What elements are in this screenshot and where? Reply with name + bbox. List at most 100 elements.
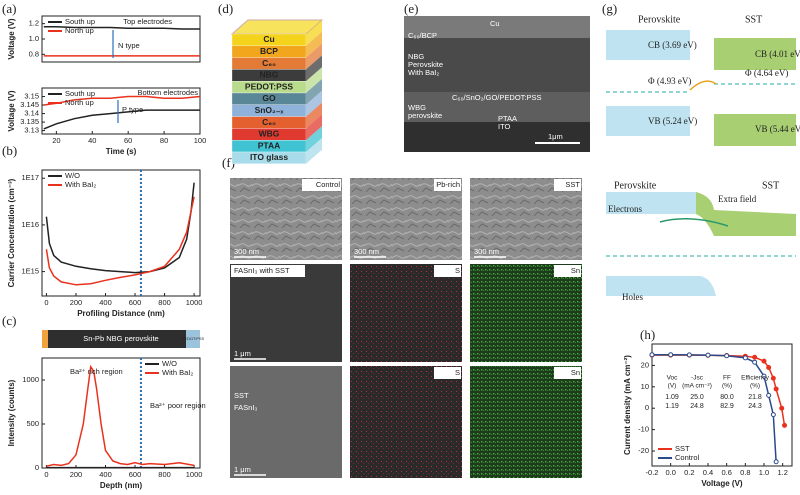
micrograph (350, 264, 462, 362)
y-tick-label: 1.0 (29, 34, 39, 43)
y-tick-label: -20 (638, 446, 649, 455)
sem-label: Cu (490, 19, 500, 28)
point (752, 359, 758, 365)
legend-label: North up (65, 26, 94, 35)
legend-label: SST (675, 444, 690, 453)
label-box (302, 179, 341, 191)
table-cell: 25.0 (690, 394, 704, 401)
image-label: Sn (571, 266, 580, 275)
stack-side (306, 138, 322, 164)
image-label: Control (316, 180, 341, 189)
y-tick-label: 3.135 (20, 117, 39, 126)
x-tick-label: 400 (99, 470, 112, 479)
y-tick-label: 3.145 (20, 100, 39, 109)
legend-label: With BaI₂ (65, 180, 96, 189)
micrograph (350, 366, 462, 478)
y-axis-label: Current density (mA cm⁻²) (623, 355, 632, 455)
y-tick-label: 0 (645, 403, 649, 412)
image-label: 1 μm (234, 465, 251, 474)
series-line (652, 354, 786, 426)
x-tick-label: 400 (99, 298, 112, 307)
series-line (43, 25, 200, 30)
label-box (434, 179, 461, 191)
table-header: Efficiency (741, 375, 769, 382)
point (782, 422, 788, 428)
table-cell: 21.8 (748, 394, 762, 401)
panel-label: (c) (2, 313, 16, 328)
y-tick-label: 3.15 (24, 92, 39, 101)
g-label: CB (4.01 eV) (755, 49, 800, 59)
band-block (714, 38, 796, 70)
y-tick-label: 0.8 (29, 49, 39, 58)
g-label: Perovskite (614, 180, 657, 191)
panel-label: (d) (218, 1, 233, 16)
x-tick-label: 80 (160, 136, 168, 145)
image-label: 1 μm (234, 349, 251, 358)
label-box (231, 265, 305, 277)
annotation: N type (118, 41, 140, 50)
image-label: 300 nm (354, 247, 379, 256)
y-tick-label: 1.2 (29, 19, 39, 28)
layer-label: Cu (263, 34, 274, 44)
point (773, 459, 779, 465)
series-line (43, 95, 201, 106)
x-axis-label: Profiling Distance (nm) (77, 309, 165, 318)
micrograph (470, 264, 582, 362)
layer-label: C₆₀ (262, 58, 276, 68)
x-axis-label: Time (s) (106, 147, 137, 156)
y-axis-label: Intensity (counts) (7, 379, 16, 446)
layer-label: NBG (260, 70, 279, 80)
table-header: (%) (722, 383, 732, 390)
y-tick-label: 1000 (22, 375, 39, 384)
g-label: Φ (4.64 eV) (745, 68, 788, 78)
band-block (606, 106, 690, 136)
panel-label: (e) (404, 1, 418, 16)
layer-label: WBG (259, 129, 280, 139)
table-header: (V) (668, 383, 677, 390)
layer-label: PTAA (258, 140, 281, 150)
stack-side (306, 43, 322, 70)
x-tick-label: 0 (44, 298, 48, 307)
series-line (43, 109, 200, 130)
legend-label: South up (65, 89, 95, 98)
point (761, 373, 767, 379)
y-tick-label: 20 (641, 360, 649, 369)
panel-label: (a) (2, 1, 16, 16)
x-tick-label: 0.4 (703, 468, 713, 477)
x-tick-label: -0.2 (646, 468, 659, 477)
layer-label: C₆₀ (262, 117, 276, 127)
plot-frame (41, 169, 201, 297)
stack-side (306, 126, 322, 152)
micrograph (230, 178, 342, 260)
band-label: PEDOT:PSS (182, 336, 205, 341)
band-block (606, 30, 690, 60)
sem-label: C₆₀/SnO₂/GO/PEDOT:PSS (452, 93, 542, 102)
image-label: S (455, 368, 460, 377)
sem-label: ITO (498, 122, 511, 131)
x-tick-label: 800 (158, 470, 171, 479)
table-cell: 1.09 (665, 394, 679, 401)
label-box (554, 179, 581, 191)
label-box (434, 367, 461, 379)
image-label: 300 nm (234, 247, 259, 256)
y-tick-label: -10 (638, 425, 649, 434)
legend-label: Control (675, 453, 700, 462)
annotation: Ba²⁺ rich region (70, 367, 123, 376)
band-label: Sn-Pb NBG perovskite (83, 334, 158, 343)
g-label: CB (3.69 eV) (648, 40, 697, 50)
plot-frame (41, 87, 201, 135)
g-label: VB (5.24 eV) (648, 116, 697, 126)
x-tick-label: 0.6 (721, 468, 731, 477)
label-box (434, 265, 461, 277)
table-cell: 24.3 (748, 403, 762, 410)
panel-label: (h) (640, 327, 655, 342)
x-tick-label: 1000 (186, 470, 203, 479)
stack-side (306, 90, 322, 117)
band-block (606, 276, 716, 296)
table-cell: 1.19 (665, 403, 679, 410)
legend-label: North up (65, 98, 94, 107)
x-tick-label: 100 (194, 136, 207, 145)
y-tick-label: 1E17 (21, 173, 39, 182)
panel-label: (b) (2, 143, 17, 158)
